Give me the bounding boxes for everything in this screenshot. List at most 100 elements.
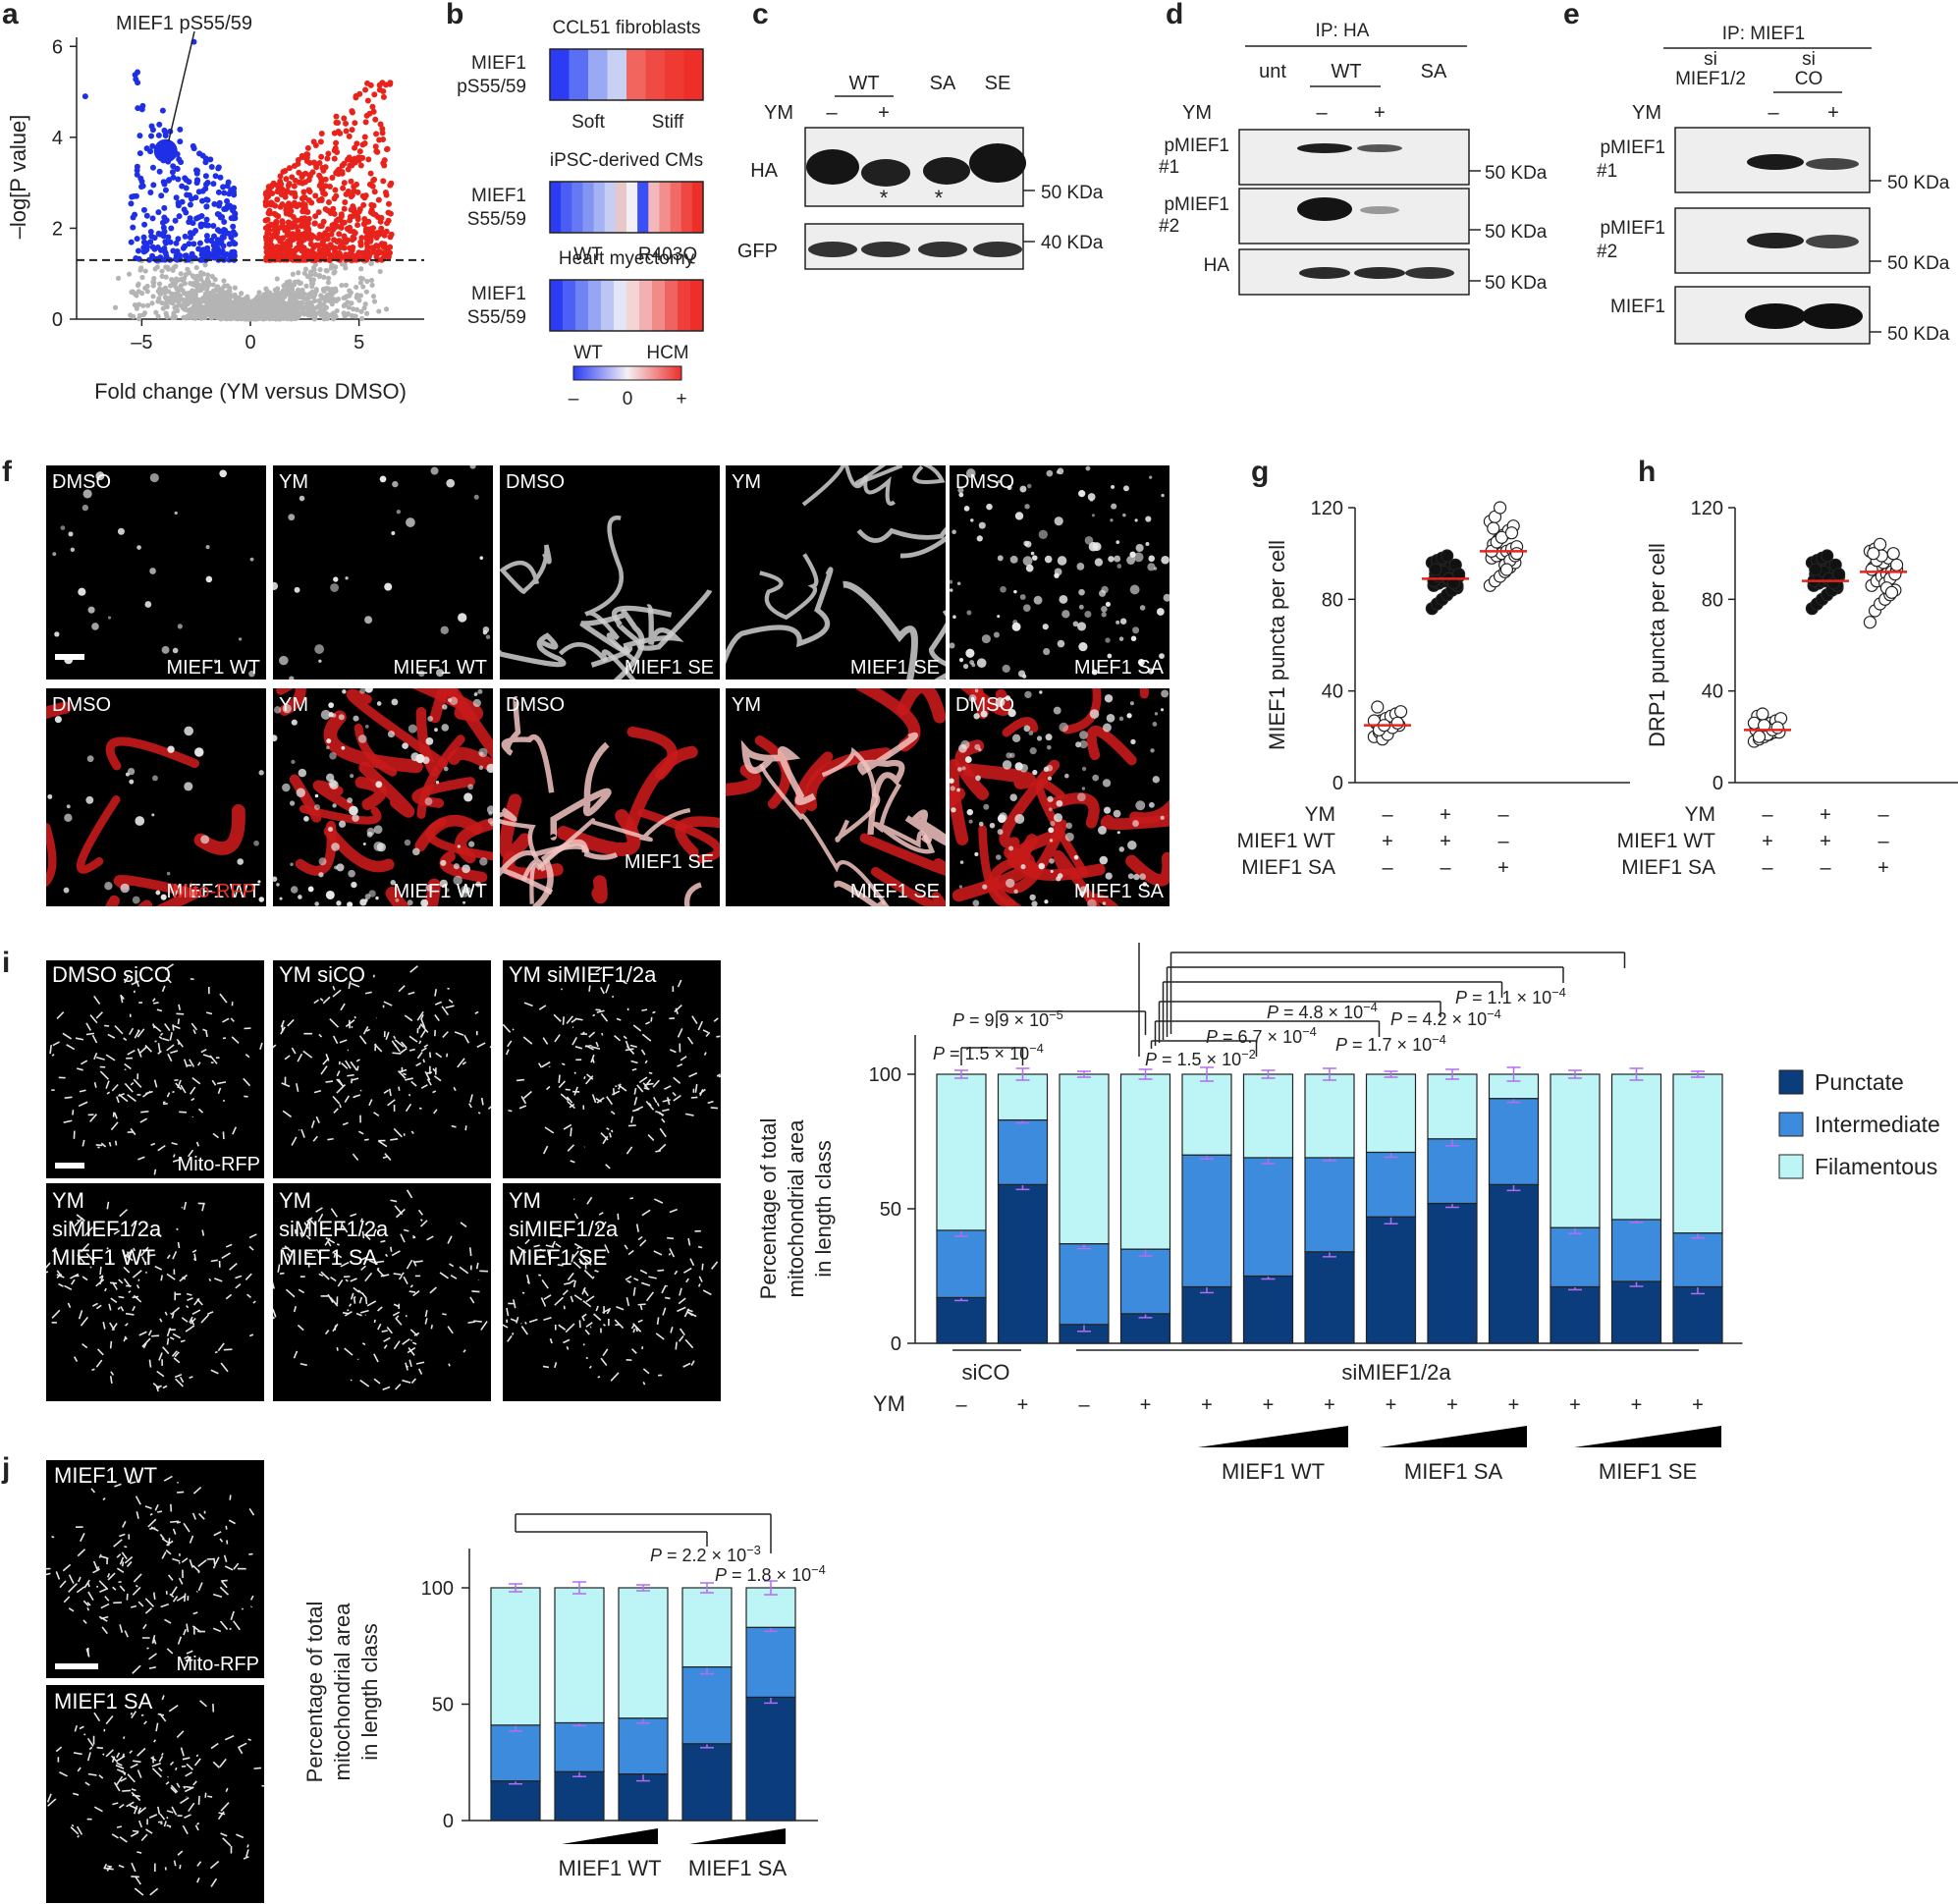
mito-fragment (140, 1111, 149, 1114)
mito-fragment (352, 1153, 359, 1162)
puncta (434, 728, 438, 733)
mito-fragment (297, 1324, 304, 1332)
ns-point (304, 273, 310, 280)
mito-fragment (377, 1323, 382, 1331)
ns-point (307, 269, 314, 275)
mito-fragment (633, 1088, 637, 1095)
up-point (299, 208, 306, 215)
condition-sign: – (1762, 857, 1773, 879)
puncta (1099, 855, 1109, 865)
up-point (322, 176, 329, 183)
puncta (435, 669, 445, 678)
mito-fragment (184, 1059, 189, 1067)
puncta (294, 586, 300, 593)
puncta (425, 737, 434, 745)
puncta (313, 803, 321, 810)
mito-fragment (124, 1335, 128, 1340)
legend-swatch (1778, 1069, 1804, 1095)
up-point (351, 183, 357, 190)
puncta (174, 511, 178, 516)
mito-fragment (56, 1011, 65, 1020)
mito-fragment (152, 1382, 160, 1389)
y-tick-label: 120 (1311, 498, 1343, 519)
ns-point (198, 276, 204, 282)
mito-fragment (434, 1014, 440, 1022)
data-point (1487, 521, 1500, 535)
mito-fragment (364, 1272, 373, 1282)
mito-fragment (172, 1158, 181, 1163)
puncta (474, 691, 478, 696)
mito-fragment (408, 1048, 415, 1052)
mito-fragment (566, 1096, 573, 1104)
puncta (348, 869, 355, 878)
blot-row-label-sub: #2 (1159, 216, 1179, 237)
puncta (446, 478, 456, 488)
puncta (334, 865, 338, 870)
micrograph-condition: DMSO (955, 694, 1014, 716)
mito-fragment (382, 1386, 391, 1391)
up-point (366, 250, 373, 257)
puncta (1039, 690, 1043, 694)
y-tick-label: 0 (52, 309, 63, 331)
up-point (312, 192, 319, 199)
mito-fragment (143, 1261, 147, 1266)
puncta (391, 531, 396, 535)
puncta (1092, 542, 1102, 552)
mito-fragment (126, 1560, 133, 1567)
up-point (266, 210, 273, 217)
up-point (353, 92, 359, 99)
up-point (290, 214, 297, 221)
mito-fragment (716, 1035, 721, 1038)
mito-fragment (463, 1034, 470, 1044)
puncta (1113, 809, 1121, 818)
up-point (283, 176, 290, 183)
puncta (352, 814, 359, 822)
down-point (202, 186, 209, 192)
mito-fragment (344, 1347, 354, 1356)
puncta (336, 900, 342, 906)
down-point (148, 133, 155, 139)
mito-fragment (177, 1018, 181, 1025)
down-point (232, 241, 239, 247)
blot-band (1806, 158, 1859, 170)
mito-fragment (573, 1242, 583, 1250)
heatmap-cell (604, 182, 617, 233)
mito-fragment (454, 1031, 464, 1036)
up-point (298, 216, 304, 223)
puncta (1044, 555, 1053, 564)
puncta (482, 626, 490, 633)
mito-fragment (148, 1254, 156, 1257)
up-point (317, 175, 324, 182)
up-point (375, 196, 382, 203)
puncta (375, 896, 379, 900)
puncta (144, 601, 152, 608)
micrograph-top (273, 960, 491, 1178)
mito-fragment (191, 1309, 201, 1316)
up-point (273, 212, 280, 219)
ns-point (324, 315, 331, 322)
mito-fragment (91, 1302, 98, 1307)
micrograph-content (46, 1475, 255, 1674)
mito-fragment (610, 1111, 616, 1115)
down-point (230, 215, 237, 222)
puncta (1126, 713, 1132, 719)
mito-fragment (549, 1337, 553, 1344)
puncta (958, 492, 964, 498)
ns-point (184, 291, 190, 297)
ns-point (136, 289, 141, 295)
ns-point (226, 300, 233, 306)
ns-point (325, 275, 332, 281)
micrograph-condition: YM (732, 471, 761, 493)
up-point (322, 230, 329, 237)
mito-fragment (672, 1091, 677, 1097)
puncta (307, 886, 314, 893)
up-point (350, 244, 356, 250)
mito-fragment (716, 1073, 721, 1077)
p-value: = 6.7 × 10 (1218, 1027, 1302, 1047)
puncta (958, 885, 963, 889)
up-point (355, 208, 362, 215)
down-point (226, 241, 233, 247)
mito-fragment (380, 1274, 390, 1278)
up-point (369, 183, 376, 190)
up-point (357, 162, 364, 169)
